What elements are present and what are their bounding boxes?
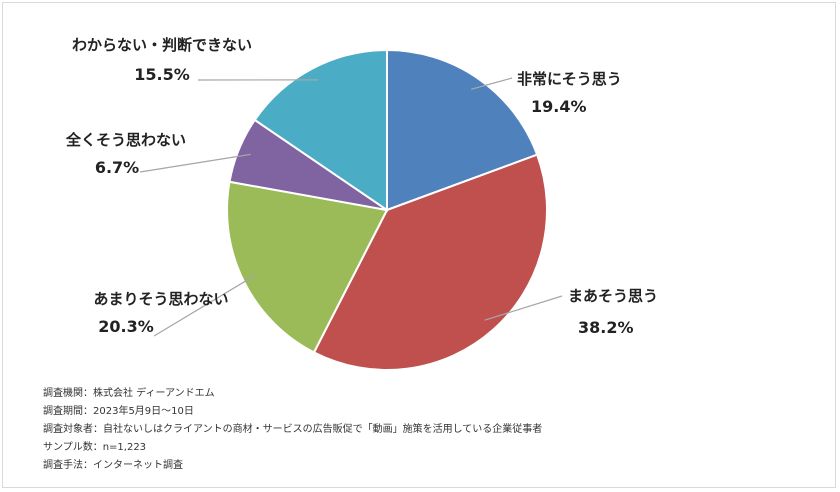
note-method: 調査手法：インターネット調査 bbox=[43, 460, 183, 471]
leader-line-4 bbox=[139, 153, 251, 173]
pie-slice-3 bbox=[226, 180, 389, 354]
slice-label-5: わからない・判断できない bbox=[72, 36, 252, 54]
note-target: 調査対象者：自社ないしはクライアントの商材・サービスの広告販促で「動画」施策を活… bbox=[43, 424, 543, 435]
note-institution: 調査機関：株式会社 ディーアンドエム bbox=[43, 388, 215, 399]
pie-slice-2 bbox=[312, 153, 548, 371]
leader-lines bbox=[139, 77, 563, 337]
note-period: 調査期間：2023年5月9日～10日 bbox=[43, 406, 194, 417]
slice-label-3: あまりそう思わない bbox=[93, 290, 228, 308]
slice-label-4: 全くそう思わない bbox=[65, 131, 186, 149]
note-sample: サンプル数：n=1,223 bbox=[43, 442, 147, 453]
leader-line-1 bbox=[471, 77, 513, 90]
slice-value-5: 15.5% bbox=[134, 65, 190, 84]
survey-notes: 調査機関：株式会社 ディーアンドエム 調査期間：2023年5月9日～10日 調査… bbox=[43, 385, 542, 475]
slice-value-2: 38.2% bbox=[578, 318, 634, 337]
leader-line-2 bbox=[484, 295, 563, 321]
pie-slice-5 bbox=[253, 48, 388, 212]
slice-value-4: 6.7% bbox=[95, 158, 139, 177]
pie-slice-1 bbox=[386, 48, 539, 212]
pie-slices bbox=[226, 48, 548, 371]
slice-label-2: まあそう思う bbox=[568, 287, 658, 305]
leader-line-3 bbox=[153, 274, 256, 337]
slice-label-1: 非常にそう思う bbox=[517, 70, 622, 88]
slice-value-3: 20.3% bbox=[98, 317, 154, 336]
slice-value-1: 19.4% bbox=[531, 97, 587, 116]
